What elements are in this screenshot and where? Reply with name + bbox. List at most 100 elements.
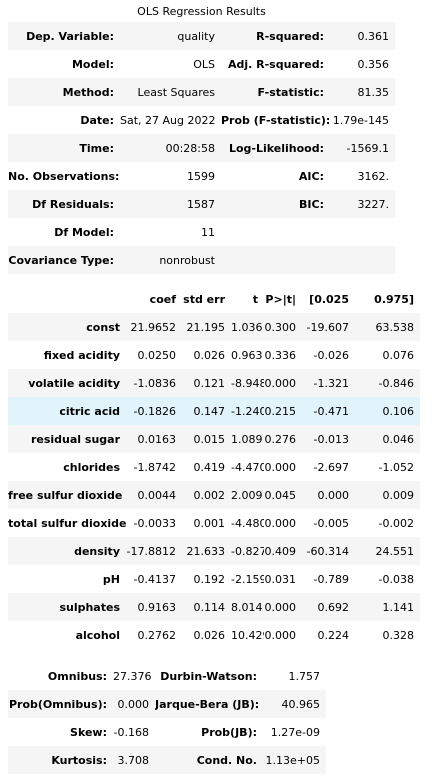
cell-value: -0.846: [378, 376, 414, 390]
cell-value: -2.159: [231, 572, 264, 586]
cell-value: 0.000: [264, 516, 297, 530]
cell-value: 0.026: [193, 628, 226, 642]
column-header: coef: [149, 292, 176, 306]
row-label: free sulfur dioxide: [8, 488, 123, 502]
cell-value: -4.470: [231, 460, 264, 474]
table-row: total sulfur dioxide -0.0033 0.001 -4.480 0.…: [8, 509, 420, 537]
table-row: Prob(Omnibus): 0.000 Jarque-Bera (JB): 40.9…: [8, 690, 326, 718]
table-row: sulphates 0.9163 0.114 8.014 0.000 0.692 1.141: [8, 593, 420, 621]
cell-value: -60.314: [306, 544, 349, 558]
cell-value: 11: [201, 225, 215, 239]
table-row: volatile acidity -1.0836 0.121 -8.948 0.000 -…: [8, 369, 420, 397]
table-row: density -17.8812 21.633 -0.827 0.409 -60.314 2…: [8, 537, 420, 565]
row-label: Prob (F-statistic):: [221, 113, 330, 127]
cell-value: 1587: [187, 197, 215, 211]
cell-value: 1.13e+05: [265, 753, 320, 767]
cell-value: 0.409: [264, 544, 297, 558]
cell-value: 2.009: [231, 488, 263, 502]
cell-value: -4.480: [231, 516, 264, 530]
cell-value: 0.300: [264, 320, 297, 334]
row-label: Cond. No.: [196, 753, 257, 767]
cell-value: 1599: [187, 169, 215, 183]
table-row: fixed acidity 0.0250 0.026 0.963 0.336 -0.026…: [8, 341, 420, 369]
cell-value: 0.000: [117, 697, 150, 711]
cell-value: 1.757: [288, 669, 321, 683]
cell-value: 0.121: [193, 376, 226, 390]
cell-value: 0.000: [264, 628, 297, 642]
cell-value: 0.276: [264, 432, 297, 446]
row-label: pH: [102, 572, 120, 586]
cell-value: -0.789: [313, 572, 349, 586]
row-label: Log-Likelihood:: [228, 141, 324, 155]
table-row: Method: Least Squares F-statistic: 81.35: [8, 78, 395, 106]
cell-value: Sat, 27 Aug 2022: [120, 113, 216, 127]
cell-value: 3162.: [357, 169, 390, 183]
table-row: Date: Sat, 27 Aug 2022 Prob (F-statistic):…: [8, 106, 395, 134]
cell-value: 0.031: [264, 572, 297, 586]
cell-value: 0.001: [193, 516, 226, 530]
cell-value: 0.045: [264, 488, 297, 502]
header-cell: [8, 285, 126, 313]
table-row: Dep. Variable: quality R-squared: 0.361: [8, 22, 395, 50]
cell-value: -0.168: [113, 725, 149, 739]
diagnostics-table: Omnibus: 27.376 Durbin-Watson: 1.757 Prob(Om…: [8, 662, 326, 774]
cell-value: 81.35: [357, 85, 390, 99]
row-label: volatile acidity: [28, 376, 120, 390]
cell-value: 3227.: [357, 197, 390, 211]
row-label: sulphates: [59, 600, 120, 614]
row-label: Omnibus:: [47, 669, 107, 683]
cell-value: nonrobust: [159, 253, 215, 267]
table-title: OLS Regression Results: [137, 5, 266, 18]
row-label: Jarque-Bera (JB):: [155, 697, 260, 711]
row-label: BIC:: [299, 197, 324, 211]
cell-value: 8.014: [231, 600, 263, 614]
row-label: No. Observations:: [8, 169, 120, 183]
cell-value: -0.013: [313, 432, 349, 446]
cell-value: 0.015: [193, 432, 226, 446]
row-label: residual sugar: [30, 432, 120, 446]
cell-value: 0.114: [193, 600, 226, 614]
cell-value: -0.0033: [133, 516, 176, 530]
empty-cell: [221, 246, 330, 274]
cell-value: 0.009: [382, 488, 415, 502]
cell-value: 0.215: [264, 404, 297, 418]
table-row: Covariance Type: nonrobust: [8, 246, 395, 274]
cell-value: 0.2762: [137, 628, 177, 642]
cell-value: -17.8812: [126, 544, 176, 558]
table-row: Omnibus: 27.376 Durbin-Watson: 1.757: [8, 662, 326, 690]
cell-value: 0.192: [193, 572, 226, 586]
cell-value: 0.692: [317, 600, 350, 614]
cell-value: 1.79e-145: [332, 113, 389, 127]
cell-value: 0.076: [382, 348, 415, 362]
table-row: chlorides -1.8742 0.419 -4.470 0.000 -2.697 -1…: [8, 453, 420, 481]
header-row: coef std err t P>|t| [0.025 0.975]: [8, 285, 420, 313]
cell-value: 0.963: [231, 348, 263, 362]
cell-value: 0.106: [382, 404, 415, 418]
cell-value: 0.000: [264, 600, 297, 614]
cell-value: 63.538: [375, 320, 415, 334]
row-label: Covariance Type:: [8, 253, 114, 267]
cell-value: -0.002: [378, 516, 414, 530]
table-row: const 21.9652 21.195 1.036 0.300 -19.607 63.53…: [8, 313, 420, 341]
cell-value: 0.328: [382, 628, 415, 642]
table-row: Df Model: 11: [8, 218, 395, 246]
cell-value: -19.607: [306, 320, 349, 334]
cell-value: 0.356: [357, 57, 390, 71]
table-row: residual sugar 0.0163 0.015 1.089 0.276 -0.01…: [8, 425, 420, 453]
cell-value: Least Squares: [137, 85, 215, 99]
cell-value: -8.948: [231, 376, 264, 390]
cell-value: -1.0836: [133, 376, 176, 390]
cell-value: -1.052: [378, 460, 414, 474]
cell-value: 27.376: [113, 669, 152, 683]
cell-value: 21.195: [186, 320, 226, 334]
cell-value: 0.9163: [137, 600, 177, 614]
row-label: Time:: [79, 141, 114, 155]
cell-value: -2.697: [313, 460, 349, 474]
cell-value: 1.141: [382, 600, 415, 614]
row-label: Dep. Variable:: [26, 29, 114, 43]
cell-value: 0.046: [382, 432, 415, 446]
summary-table: Dep. Variable: quality R-squared: 0.361 Mode…: [8, 22, 395, 274]
empty-cell: [330, 246, 395, 274]
row-label: const: [86, 320, 120, 334]
